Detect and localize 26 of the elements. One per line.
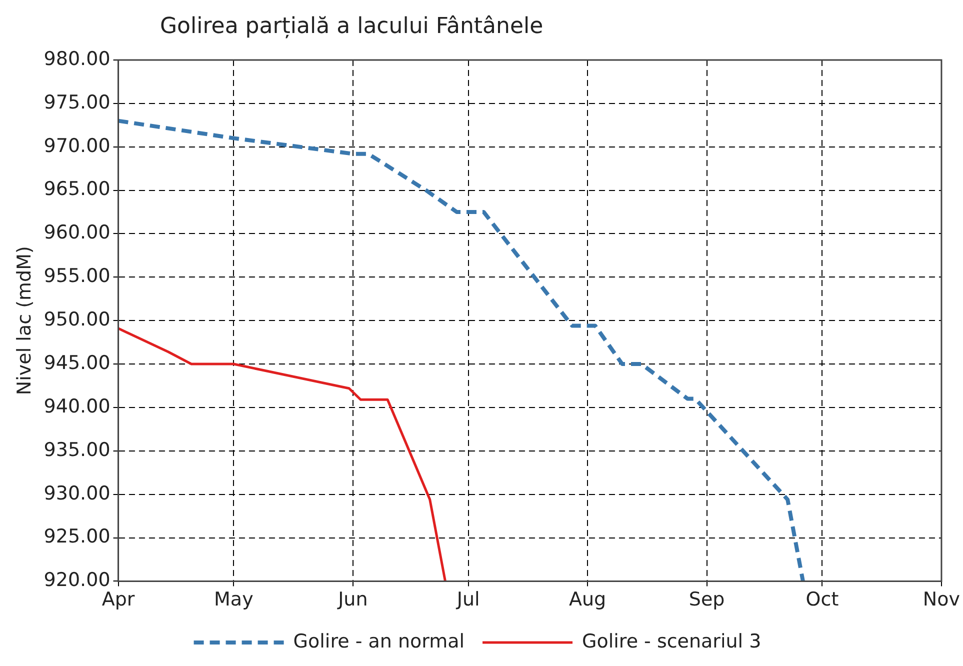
legend-label: Golire - scenariul 3 [582,630,762,652]
x-tick-label: Sep [688,588,725,611]
x-tick-label: Jul [456,588,480,611]
y-tick-label: 920.00 [44,569,110,592]
line-series [118,118,805,582]
y-tick-label: 980.00 [44,48,110,70]
x-tick-label: Aug [569,588,606,611]
y-tick-label: 930.00 [44,482,110,504]
y-tick-label: 960.00 [44,222,110,244]
chart-title: Golirea parțială a lacului Fântânele [160,14,544,39]
x-tick-label: Nov [922,588,960,611]
x-tick-label: Apr [102,588,135,611]
y-tick-label: 970.00 [44,134,110,157]
x-tick-label: May [214,588,254,611]
legend-label: Golire - an normal [293,630,465,652]
y-tick-label: 965.00 [44,178,110,200]
y-tick-label: 955.00 [44,265,110,288]
x-tick-label: Jun [337,588,368,611]
y-tick-label: 945.00 [44,352,110,374]
y-tick-label: 940.00 [44,395,110,418]
y-tick-label: 975.00 [44,91,110,114]
x-tick-label: Oct [806,588,839,611]
y-tick-label: 950.00 [44,308,110,331]
y-tick-label: 925.00 [44,526,110,548]
y-axis-title: Nivel lac (mdM) [13,246,36,396]
y-tick-label: 935.00 [44,438,110,461]
